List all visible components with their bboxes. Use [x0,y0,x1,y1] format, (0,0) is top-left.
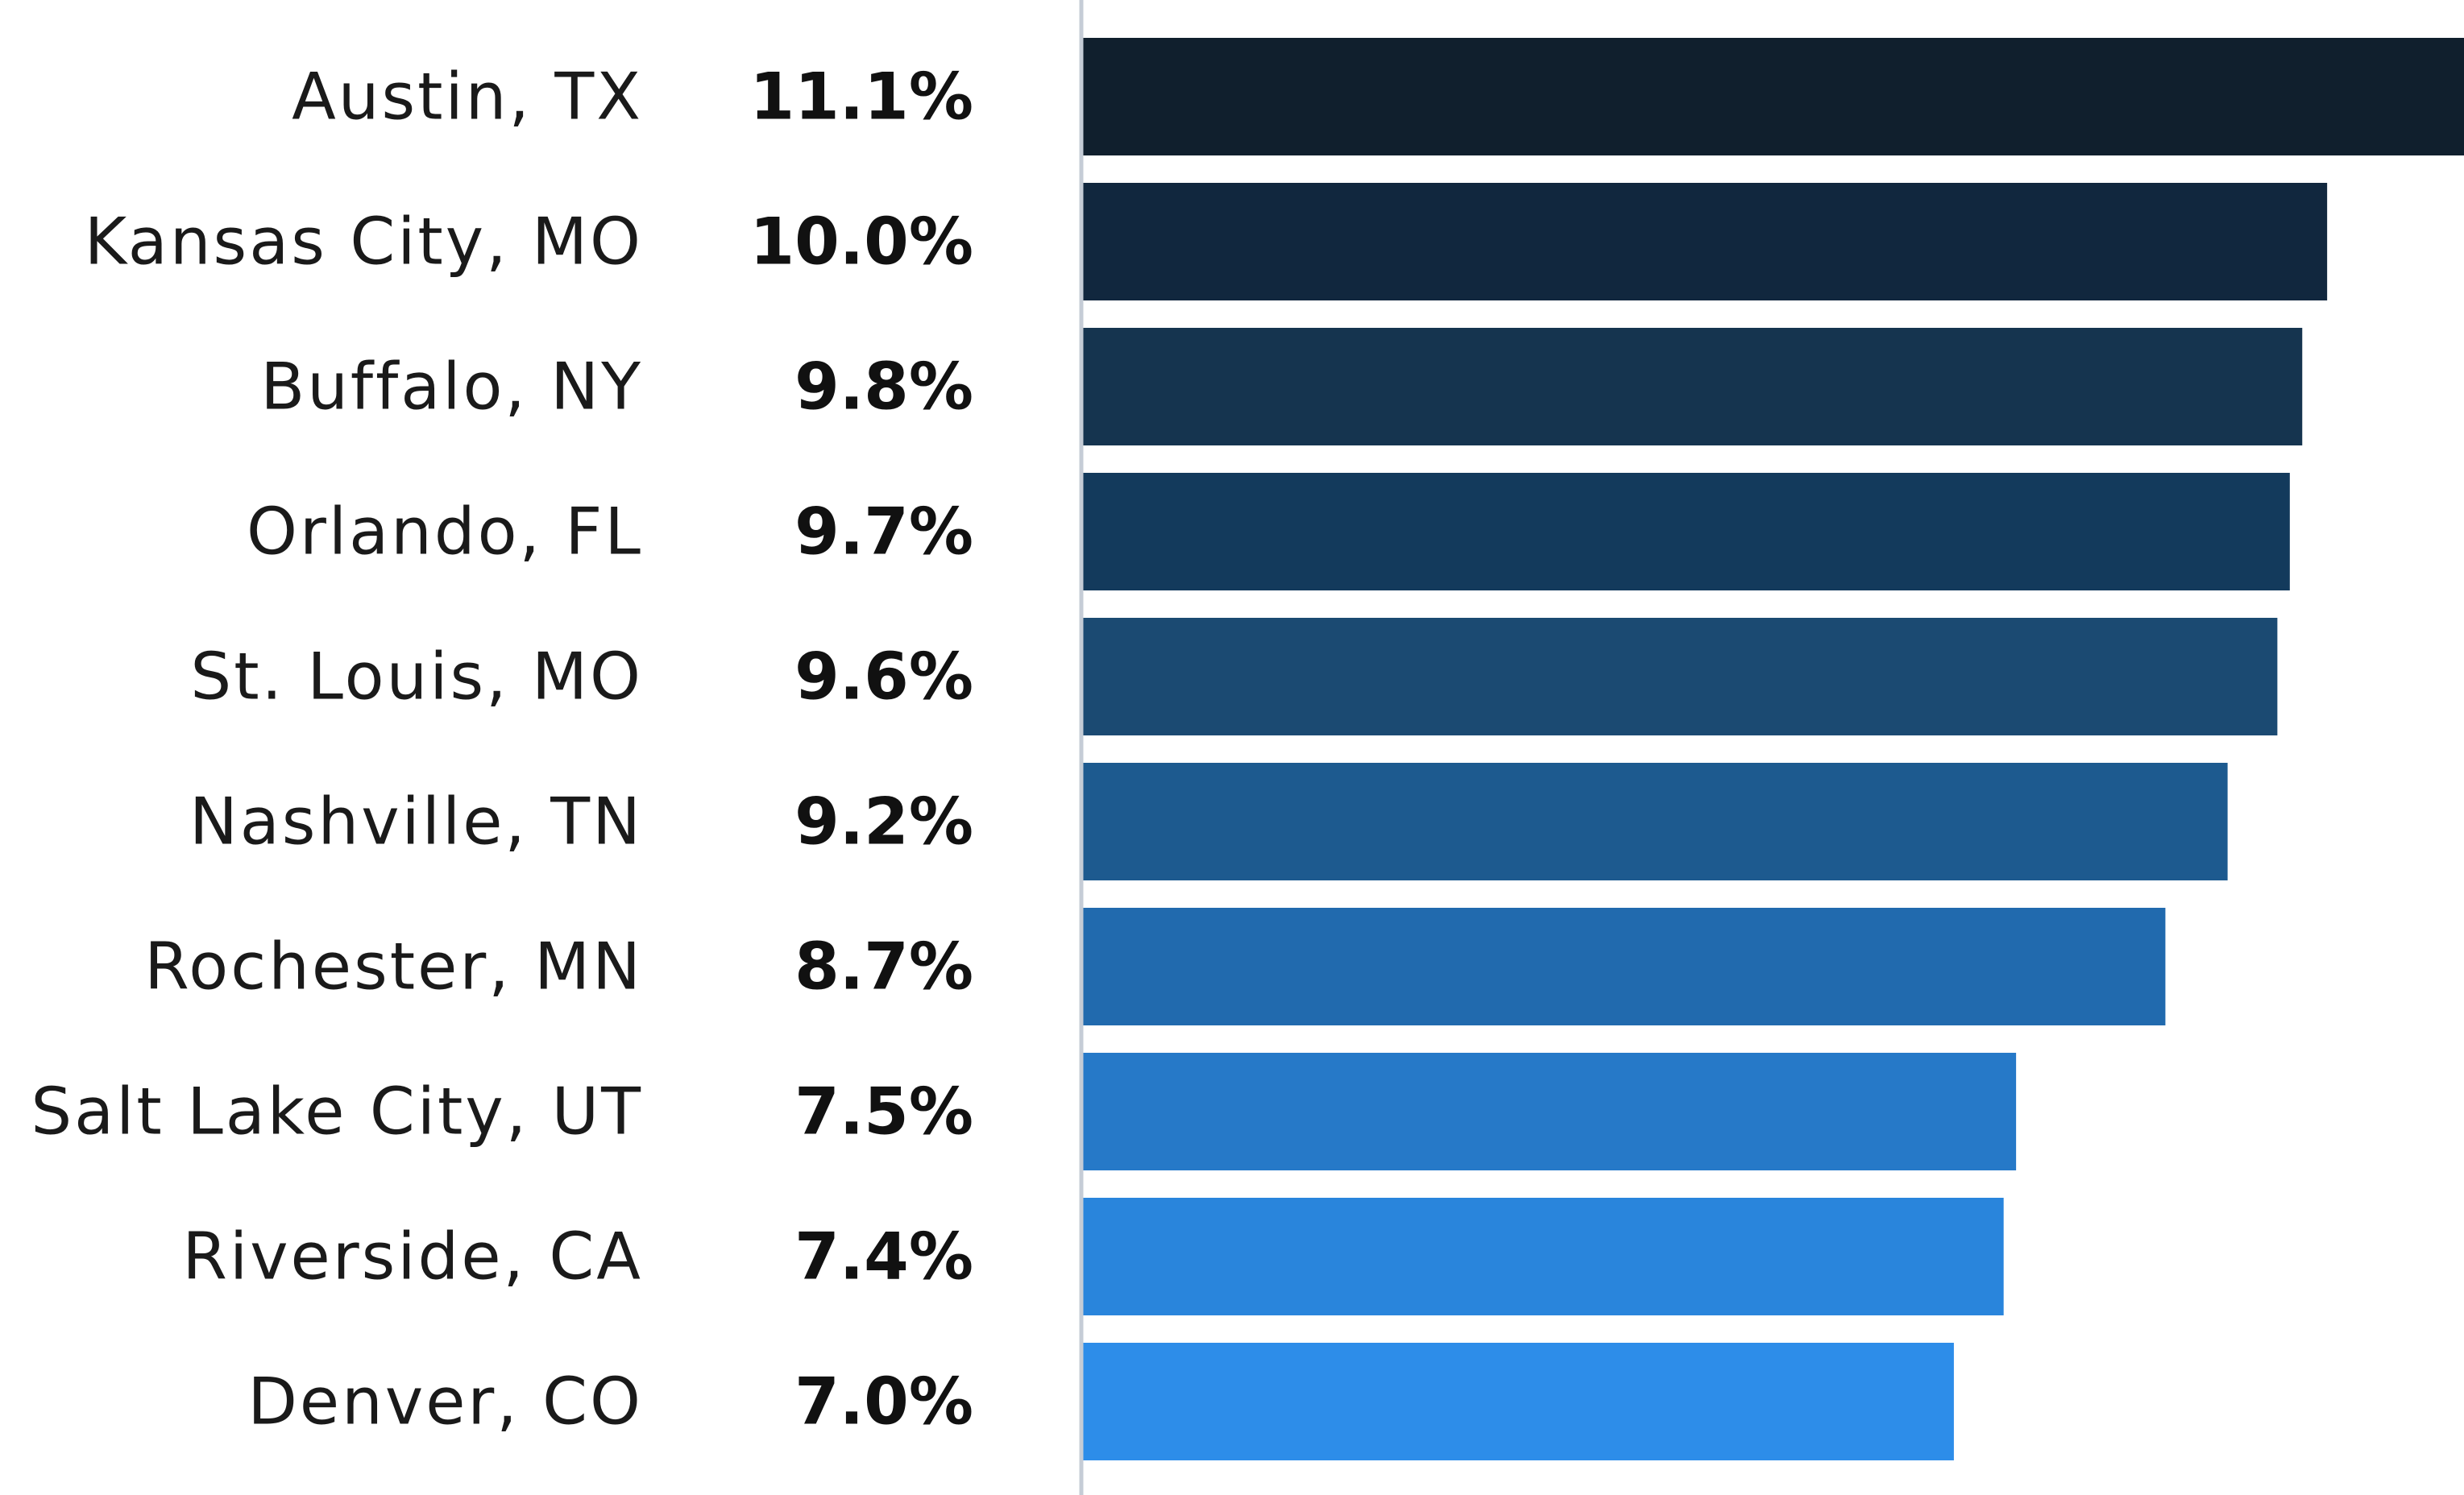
category-label: Orlando, FL [247,495,643,569]
data-label: 8.7% [794,930,973,1004]
bar [1083,473,2290,590]
data-label: 9.8% [794,350,973,424]
bar [1083,1198,2004,1315]
category-label: Kansas City, MO [85,205,643,280]
bar [1083,1343,1954,1460]
bar [1083,908,2166,1025]
category-label: Nashville, TN [189,785,643,859]
category-labels: Austin, TX Kansas City, MO Buffalo, NY Orla… [31,60,643,1439]
value-labels: 11.1% 10.0% 9.8% 9.7% 9.6% 9.2% 8.7% 7.5% 7.4% 7.… [749,60,973,1439]
bar [1083,618,2278,735]
category-label: Austin, TX [292,60,643,135]
data-label: 9.6% [794,640,973,714]
bar [1083,38,2464,155]
data-label: 7.5% [794,1075,973,1149]
category-label: Buffalo, NY [260,350,643,424]
data-label: 7.4% [794,1220,973,1294]
category-label: St. Louis, MO [190,640,643,714]
data-label: 11.1% [749,60,973,135]
category-label: Denver, CO [247,1365,643,1439]
bars [1083,38,2464,1460]
bar [1083,328,2303,445]
category-label: Salt Lake City, UT [31,1075,643,1149]
category-label: Riverside, CA [182,1220,643,1294]
data-label: 7.0% [794,1365,973,1439]
data-label: 9.7% [794,495,973,569]
data-label: 10.0% [749,205,973,280]
bar [1083,763,2228,880]
data-label: 9.2% [794,785,973,859]
category-label: Rochester, MN [144,930,643,1004]
bar [1083,1053,2017,1170]
bar [1083,183,2328,300]
